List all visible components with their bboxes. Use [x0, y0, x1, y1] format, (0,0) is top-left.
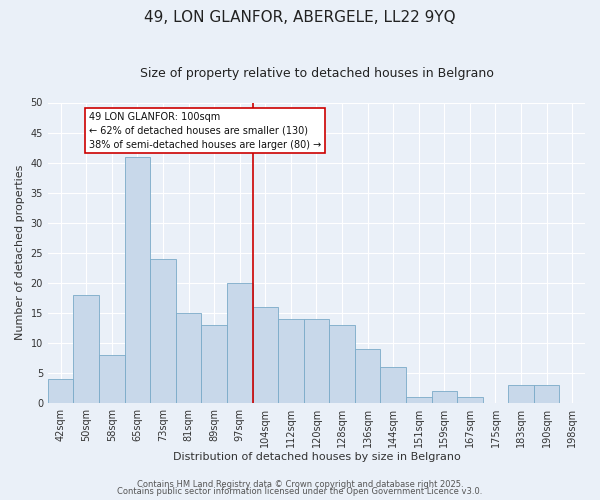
Bar [329, 324, 355, 402]
Bar [304, 318, 329, 402]
Bar [534, 384, 559, 402]
Bar [406, 396, 431, 402]
Text: 49, LON GLANFOR, ABERGELE, LL22 9YQ: 49, LON GLANFOR, ABERGELE, LL22 9YQ [144, 10, 456, 25]
Bar [176, 312, 202, 402]
Bar [457, 396, 482, 402]
Text: Contains public sector information licensed under the Open Government Licence v3: Contains public sector information licen… [118, 487, 482, 496]
Text: Contains HM Land Registry data © Crown copyright and database right 2025.: Contains HM Land Registry data © Crown c… [137, 480, 463, 489]
Bar [227, 282, 253, 403]
Bar [125, 156, 150, 402]
Bar [508, 384, 534, 402]
Bar [150, 258, 176, 402]
Bar [48, 378, 73, 402]
Text: 49 LON GLANFOR: 100sqm
← 62% of detached houses are smaller (130)
38% of semi-de: 49 LON GLANFOR: 100sqm ← 62% of detached… [89, 112, 321, 150]
Bar [431, 390, 457, 402]
Bar [355, 348, 380, 403]
Bar [99, 354, 125, 403]
Bar [253, 306, 278, 402]
Bar [73, 294, 99, 403]
Title: Size of property relative to detached houses in Belgrano: Size of property relative to detached ho… [140, 68, 493, 80]
Bar [380, 366, 406, 402]
Y-axis label: Number of detached properties: Number of detached properties [15, 165, 25, 340]
X-axis label: Distribution of detached houses by size in Belgrano: Distribution of detached houses by size … [173, 452, 460, 462]
Bar [202, 324, 227, 402]
Bar [278, 318, 304, 402]
